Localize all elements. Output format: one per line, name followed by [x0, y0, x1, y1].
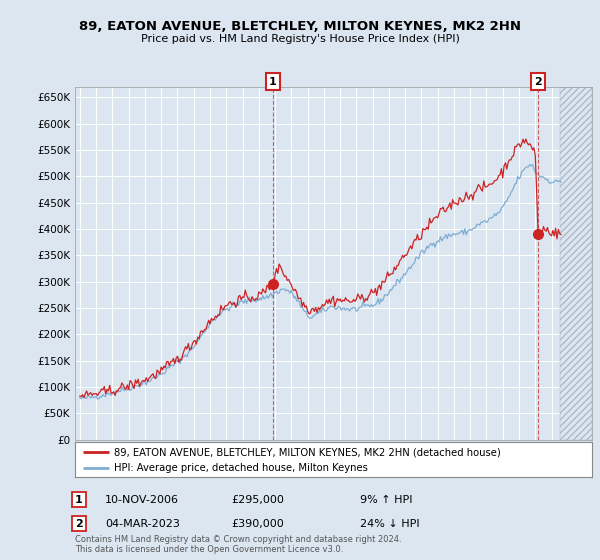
- Text: £390,000: £390,000: [231, 519, 284, 529]
- Text: HPI: Average price, detached house, Milton Keynes: HPI: Average price, detached house, Milt…: [114, 464, 368, 473]
- Text: 2: 2: [534, 77, 542, 87]
- Text: 2: 2: [75, 519, 83, 529]
- Text: 04-MAR-2023: 04-MAR-2023: [105, 519, 180, 529]
- Text: 24% ↓ HPI: 24% ↓ HPI: [360, 519, 419, 529]
- Text: £295,000: £295,000: [231, 494, 284, 505]
- Text: 1: 1: [75, 494, 83, 505]
- Text: 10-NOV-2006: 10-NOV-2006: [105, 494, 179, 505]
- Text: 89, EATON AVENUE, BLETCHLEY, MILTON KEYNES, MK2 2HN (detached house): 89, EATON AVENUE, BLETCHLEY, MILTON KEYN…: [114, 447, 500, 457]
- Text: 1: 1: [269, 77, 277, 87]
- Text: 89, EATON AVENUE, BLETCHLEY, MILTON KEYNES, MK2 2HN: 89, EATON AVENUE, BLETCHLEY, MILTON KEYN…: [79, 20, 521, 32]
- Text: Price paid vs. HM Land Registry's House Price Index (HPI): Price paid vs. HM Land Registry's House …: [140, 34, 460, 44]
- Text: Contains HM Land Registry data © Crown copyright and database right 2024.
This d: Contains HM Land Registry data © Crown c…: [75, 535, 401, 554]
- Text: 9% ↑ HPI: 9% ↑ HPI: [360, 494, 413, 505]
